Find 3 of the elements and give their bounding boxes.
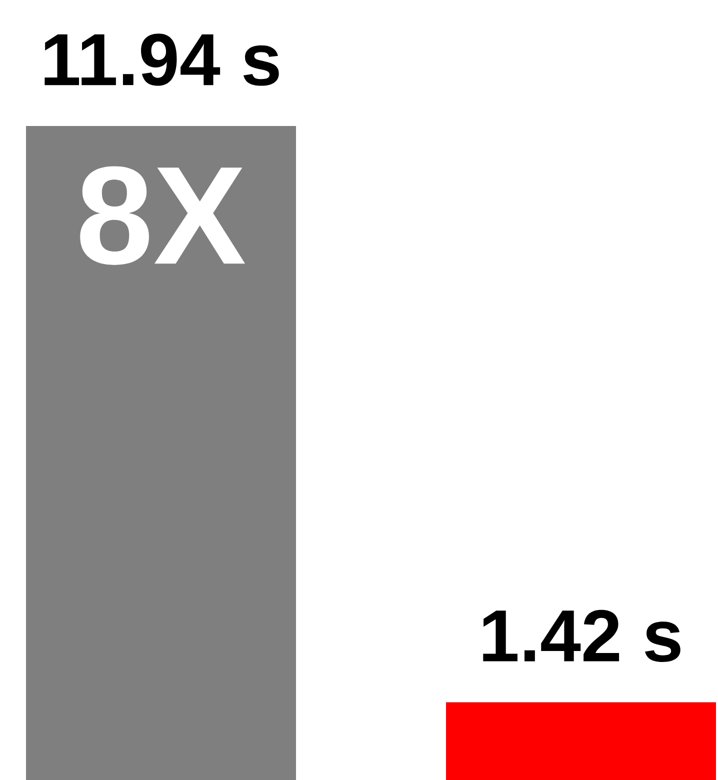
- data-label: 11.94 s: [44, 34, 279, 86]
- data-label: 1.42 s: [483, 610, 680, 662]
- annotation: 8X: [80, 166, 246, 265]
